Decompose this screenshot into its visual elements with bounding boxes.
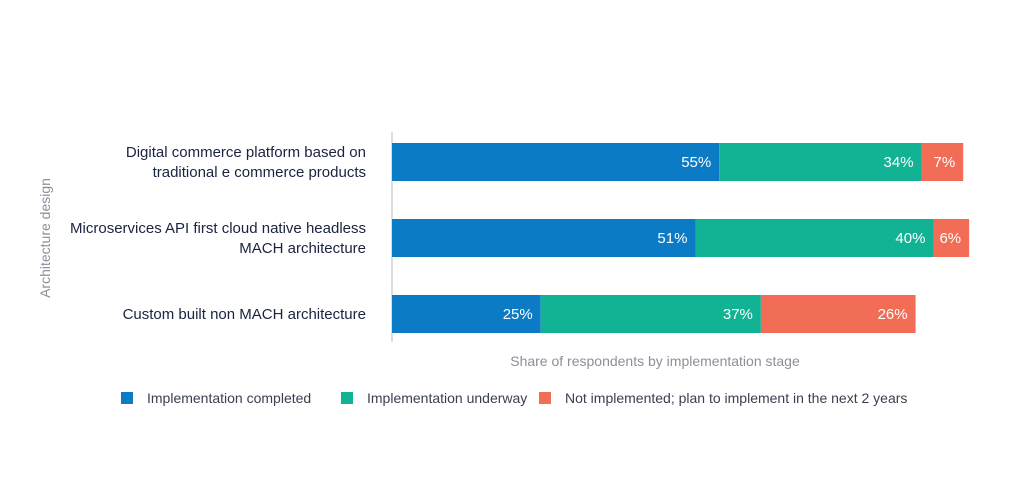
bar-segment [392,143,720,181]
category-label: Microservices API first cloud native hea… [70,220,366,257]
category-label: Custom built non MACH architecture [123,306,366,323]
category-label-line: traditional e commerce products [153,164,366,181]
legend-item: Not implemented; plan to implement in th… [539,390,907,406]
data-label: 6% [939,230,961,247]
legend-item: Implementation completed [121,390,311,406]
category-label: Digital commerce platform based on tradit… [126,144,366,181]
bar-segment [540,295,761,333]
category-label-line: Digital commerce platform based on [126,144,366,161]
legend-label: Not implemented; plan to implement in th… [565,390,907,406]
legend-swatch [539,392,551,404]
bar-segment [392,295,541,333]
data-label: 34% [884,154,914,171]
bar-segment [933,219,970,257]
category-label-line: Microservices API first cloud native hea… [70,220,366,237]
bar-segment [392,219,696,257]
bar-segment [760,295,916,333]
legend-label: Implementation underway [367,390,527,406]
data-label: 7% [934,154,956,171]
legend-label: Implementation completed [147,390,311,406]
y-axis-title: Architecture design [37,178,53,298]
bar-segment [921,143,964,181]
data-label: 26% [878,306,908,323]
data-label: 55% [681,154,711,171]
category-label-line: MACH architecture [239,240,366,257]
bar-segment [695,219,934,257]
data-label: 25% [503,306,533,323]
data-label: 40% [895,230,925,247]
x-axis-title: Share of respondents by implementation s… [510,353,800,369]
data-label: 51% [657,230,687,247]
legend-swatch [341,392,353,404]
bar-segment [719,143,922,181]
data-label: 37% [723,306,753,323]
category-label-line: Custom built non MACH architecture [123,306,366,323]
legend-item: Implementation underway [341,390,527,406]
legend-swatch [121,392,133,404]
